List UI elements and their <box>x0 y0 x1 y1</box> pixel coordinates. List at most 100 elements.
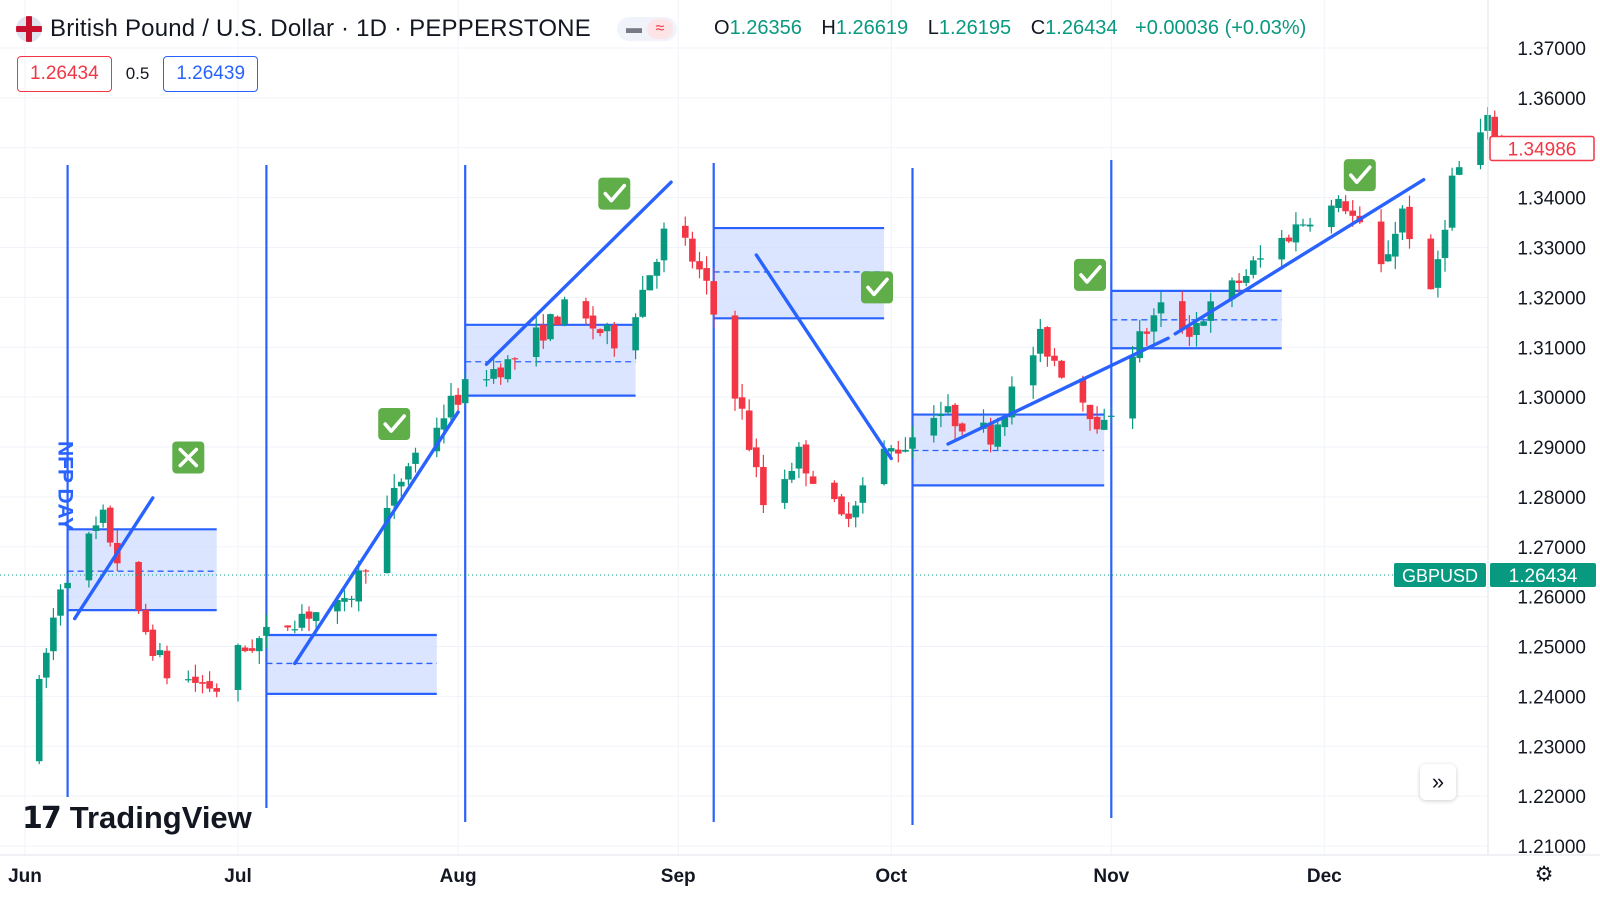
candle-body <box>944 406 952 413</box>
candle-body <box>64 582 71 589</box>
scroll-to-realtime-button[interactable]: » <box>1420 764 1456 800</box>
candle-body <box>248 648 256 651</box>
candle-body <box>291 629 299 631</box>
candle-body <box>596 329 604 334</box>
candle-body <box>831 482 838 500</box>
marker-box <box>598 177 631 210</box>
symbol-title[interactable]: British Pound / U.S. Dollar · 1D · PEPPE… <box>50 15 591 42</box>
candle-body <box>639 289 646 317</box>
marker-box <box>861 271 893 304</box>
check-box-icon <box>1343 159 1376 192</box>
candle-body <box>1093 416 1101 430</box>
candle-body <box>561 299 568 325</box>
header-pills[interactable]: ▬ ≈ <box>616 17 677 41</box>
minimize-icon[interactable]: ▬ <box>625 20 642 37</box>
candle-body <box>611 324 618 349</box>
candle-body <box>199 682 206 684</box>
time-tick-label: Aug <box>440 866 477 887</box>
candlestick-series <box>35 106 1506 765</box>
candle-body <box>504 359 512 380</box>
candle-body <box>50 617 57 652</box>
candle-body <box>738 397 746 409</box>
candle-body <box>263 626 270 636</box>
candle-body <box>1257 258 1264 260</box>
time-tick-label: Sep <box>661 866 696 887</box>
cross-mark <box>178 447 199 468</box>
candle-body <box>433 427 441 452</box>
candle-body <box>696 261 703 270</box>
candle-body <box>731 315 739 399</box>
candle-body <box>909 437 916 449</box>
nfp-day-label: NFP DAY <box>54 441 77 531</box>
candle-body <box>1051 355 1058 361</box>
candle-body <box>163 650 171 679</box>
candle-body <box>405 466 412 480</box>
trend-line <box>946 336 1170 446</box>
candle-body <box>1250 260 1257 275</box>
candle-body <box>554 316 561 325</box>
candle-body <box>85 533 93 581</box>
candle-body <box>1377 221 1385 265</box>
candle-body <box>852 505 859 518</box>
candle-body <box>447 395 455 418</box>
candle-body <box>1306 224 1314 227</box>
sell-button[interactable]: 1.26434 <box>17 56 112 92</box>
symbol-header[interactable]: British Pound / U.S. Dollar · 1D · PEPPE… <box>16 14 677 44</box>
tradingview-wordmark: TradingView <box>69 800 252 835</box>
time-axis[interactable]: Jun Jul Aug Sep Oct Nov Dec <box>8 866 1342 887</box>
price-tick-label: 1.29000 <box>1517 438 1586 459</box>
candle-body <box>951 404 959 427</box>
price-tick-label: 1.32000 <box>1517 288 1586 309</box>
outcome-markers <box>172 159 1376 474</box>
trend-line <box>72 496 155 621</box>
candle-body <box>106 507 114 543</box>
candle-body <box>788 470 796 480</box>
candle-body <box>35 678 43 762</box>
candle-body <box>1328 205 1335 228</box>
candle-body <box>895 449 902 454</box>
candle-body <box>1143 331 1151 334</box>
candle-body <box>156 650 164 656</box>
candle-body <box>1108 415 1115 417</box>
candle-body <box>802 444 810 474</box>
candle-body <box>582 301 590 319</box>
settings-gear-icon[interactable]: ⚙ <box>1534 863 1554 886</box>
candle-body <box>532 327 540 358</box>
current-price-tag <box>1490 562 1596 587</box>
candle-body <box>1157 302 1165 314</box>
candle-body <box>880 448 888 485</box>
candle-body <box>355 570 362 602</box>
price-tick-label: 1.22000 <box>1517 787 1586 808</box>
price-axis[interactable]: 1.370001.360001.350001.340001.330001.320… <box>1517 39 1586 858</box>
candle-body <box>987 424 994 445</box>
candle-body <box>412 452 419 464</box>
current-price-label: 1.26434 <box>1509 566 1578 587</box>
change-value: +0.00036 (+0.03%) <box>1135 17 1307 39</box>
candle-body <box>1434 259 1442 288</box>
candle-body <box>1001 417 1009 428</box>
time-tick-label: Nov <box>1093 866 1129 887</box>
trend-line <box>293 410 460 666</box>
drawing-zones <box>67 226 1282 695</box>
candle-body <box>1029 355 1037 386</box>
tradingview-logo[interactable]: 17 TradingView <box>22 800 252 836</box>
candle-body <box>192 676 199 683</box>
wave-icon[interactable]: ≈ <box>646 19 673 39</box>
candle-body <box>206 681 213 689</box>
candle-body <box>511 358 519 360</box>
candle-body <box>1448 175 1456 228</box>
drawing-vertical-lines: NFP DAY <box>54 160 1113 825</box>
candle-body <box>1441 229 1449 259</box>
candle-body <box>589 315 597 329</box>
candle-body <box>348 598 355 600</box>
buy-button[interactable]: 1.26439 <box>163 56 259 92</box>
candle-body <box>1427 238 1435 290</box>
price-tick-label: 1.36000 <box>1517 89 1586 110</box>
candle-body <box>1299 224 1307 226</box>
check-box-icon <box>598 177 631 210</box>
candle-body <box>298 613 306 628</box>
candle-body <box>1136 331 1143 359</box>
candle-body <box>1455 167 1463 175</box>
candle-body <box>1129 356 1136 419</box>
